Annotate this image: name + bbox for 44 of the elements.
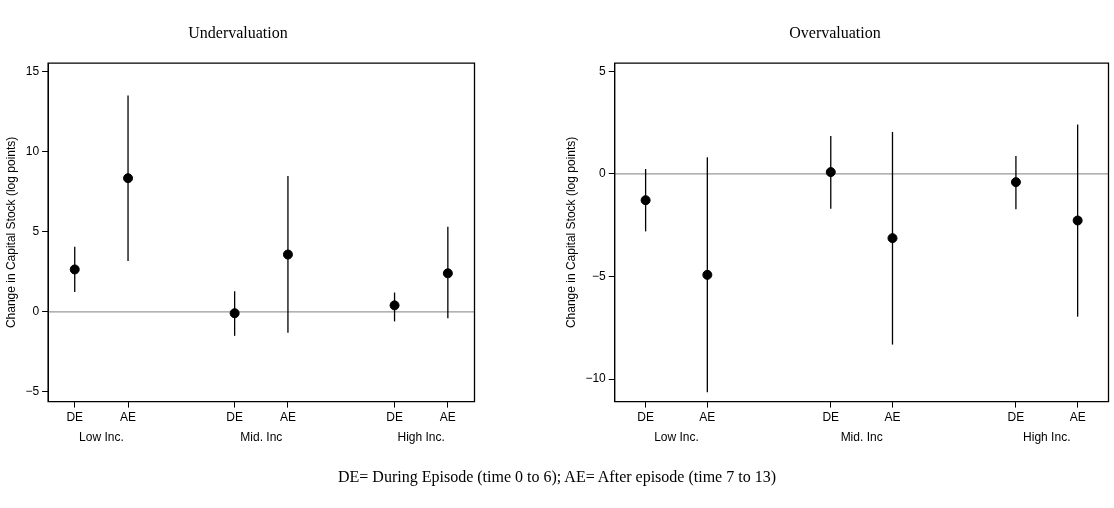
point xyxy=(229,308,240,319)
point xyxy=(123,173,134,184)
y-tick-label: 15 xyxy=(25,63,40,78)
text: DE= During Episode (time 0 to 6); AE= After episode (time 7 to 13) xyxy=(337,468,777,486)
point xyxy=(389,300,400,311)
x-tick-label: DE xyxy=(822,410,840,425)
x-tick-label: AE xyxy=(279,410,296,425)
x-tick-label: DE xyxy=(226,410,243,425)
x-tick-label: AE xyxy=(120,410,137,425)
x-tick-label: DE xyxy=(66,410,84,425)
y-tick-label: −10 xyxy=(585,371,607,386)
text: Low Inc. xyxy=(79,429,124,444)
point xyxy=(887,233,898,244)
text: Mid. Inc xyxy=(240,429,283,444)
point xyxy=(640,195,651,206)
x-tick-label: DE xyxy=(1007,410,1025,425)
text: High Inc. xyxy=(397,429,445,444)
point xyxy=(69,264,80,275)
x-tick-label: AE xyxy=(1069,410,1086,425)
y-tick-label: −5 xyxy=(592,268,607,283)
text: High Inc. xyxy=(1023,429,1071,444)
x-tick-label: DE xyxy=(386,410,403,425)
y-tick-label: 10 xyxy=(25,143,40,158)
point xyxy=(442,268,453,279)
x-tick-label: DE xyxy=(637,410,654,425)
chart-title: Undervaluation xyxy=(188,23,288,41)
y-tick-label: 5 xyxy=(599,63,607,78)
y-tick-label: 0 xyxy=(32,304,40,319)
point xyxy=(282,249,293,260)
y-tick-label: 5 xyxy=(32,223,40,238)
text: Low Inc. xyxy=(654,429,699,444)
y-tick-label: 0 xyxy=(599,166,607,181)
y-tick-label: −5 xyxy=(25,384,40,399)
point xyxy=(1010,177,1021,188)
chart-title: Overvaluation xyxy=(789,23,881,41)
text: Mid. Inc xyxy=(840,429,883,444)
x-tick-label: AE xyxy=(439,410,456,425)
x-tick-label: AE xyxy=(699,410,716,425)
point xyxy=(825,167,836,178)
point xyxy=(1072,215,1083,226)
x-tick-label: AE xyxy=(884,410,901,425)
y-axis-title: Change in Capital Stock (log points) xyxy=(3,136,18,329)
point xyxy=(702,269,713,280)
y-axis-title: Change in Capital Stock (log points) xyxy=(563,136,578,329)
